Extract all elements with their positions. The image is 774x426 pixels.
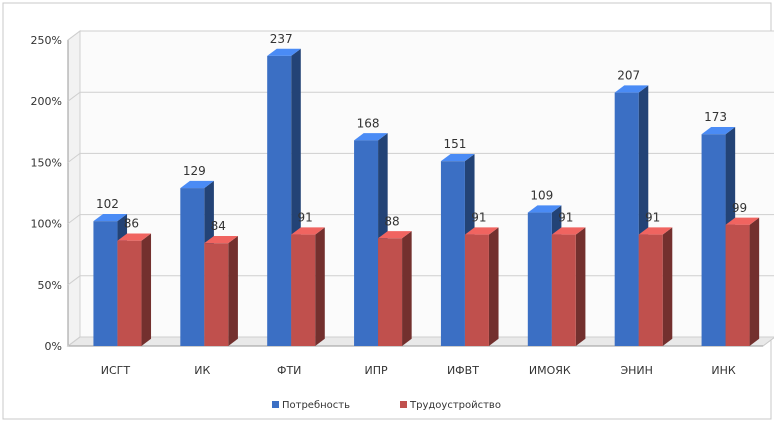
- bar-front: [204, 243, 229, 346]
- bar-top: [527, 205, 562, 213]
- bar-top: [464, 227, 499, 235]
- category-label: ИПР: [364, 364, 388, 377]
- bar-front: [354, 140, 379, 346]
- chart-frame: [2, 2, 774, 420]
- bars: [93, 48, 760, 347]
- category-label: ИНК: [711, 364, 736, 377]
- category-label: ИФВТ: [447, 364, 479, 377]
- y-tick-label: 200%: [31, 95, 62, 108]
- y-tick-label: 150%: [31, 156, 62, 169]
- data-label: 151: [443, 137, 466, 151]
- data-labels: 102 86 129 84 237 91 168 88 151 91 109 91 207 91 173 99: [96, 32, 747, 233]
- bar-top: [378, 231, 412, 239]
- bar-top: [117, 233, 152, 241]
- data-label: 88: [384, 214, 399, 228]
- data-label: 102: [96, 197, 119, 211]
- bar-front: [527, 212, 552, 346]
- bar-side: [662, 227, 673, 346]
- bar-front: [725, 224, 750, 346]
- data-label: 99: [732, 201, 747, 215]
- x-axis-categories: ИСГТ ИК ФТИ ИПР ИФВТ ИМОЯК ЭНИН ИНК: [101, 364, 736, 377]
- bar-Трудоустройство-ИМОЯК: [551, 227, 586, 346]
- y-tick-label: 100%: [31, 218, 62, 231]
- legend-swatch: [400, 401, 407, 408]
- y-tick-label: 0%: [45, 340, 62, 353]
- data-label: 129: [183, 164, 206, 178]
- bar-front: [440, 161, 465, 346]
- data-label: 173: [704, 110, 727, 124]
- bar-top: [701, 127, 736, 135]
- category-label: ФТИ: [277, 364, 301, 377]
- bar-top: [638, 227, 673, 235]
- bar-Трудоустройство-ИНК: [725, 217, 760, 346]
- bar-top: [180, 180, 214, 189]
- bar-front: [464, 234, 489, 346]
- bar-Трудоустройство-ИПР: [378, 231, 412, 346]
- category-label: ЭНИН: [620, 364, 652, 377]
- bar-front: [117, 240, 142, 346]
- legend-label: Трудоустройство: [409, 400, 501, 411]
- bar-side: [315, 227, 325, 346]
- data-label: 91: [298, 211, 313, 225]
- data-label: 91: [558, 211, 573, 225]
- bar-side: [749, 217, 760, 346]
- gridline: [67, 152, 774, 163]
- y-axis-ticks: 0% 50% 100% 150% 200% 250%: [31, 34, 62, 353]
- bar-front: [267, 55, 292, 347]
- bar-front: [378, 238, 403, 346]
- bar-Трудоустройство-ИСГТ: [117, 233, 152, 346]
- data-label: 86: [124, 217, 139, 231]
- bar-Трудоустройство-ФТИ: [291, 227, 325, 346]
- bar-top: [551, 227, 586, 235]
- bar-side: [402, 231, 412, 346]
- bar-side: [228, 235, 238, 346]
- bar-top: [291, 227, 325, 235]
- bar-front: [638, 234, 663, 346]
- gridline: [67, 91, 774, 102]
- bar-top: [614, 85, 649, 93]
- data-label: 91: [471, 211, 486, 225]
- data-label: 237: [270, 32, 293, 46]
- bar-top: [204, 235, 238, 244]
- data-label: 168: [357, 116, 380, 130]
- bar-front: [180, 188, 205, 346]
- bar-top: [267, 48, 301, 56]
- gridline: [67, 30, 774, 41]
- category-label: ИСГТ: [101, 364, 131, 377]
- bar-Трудоустройство-ИК: [204, 235, 238, 346]
- data-label: 207: [617, 69, 640, 83]
- bar-Трудоустройство-ЭНИН: [638, 227, 673, 346]
- bar-side: [488, 227, 499, 346]
- bar-top: [725, 217, 760, 225]
- bar-side: [575, 227, 586, 346]
- category-label: ИК: [194, 364, 210, 377]
- legend-swatch: [272, 401, 279, 408]
- bar-top: [354, 133, 388, 141]
- legend-label: Потребность: [282, 400, 350, 411]
- bar-Потребность-ФТИ: [267, 48, 301, 347]
- data-label: 84: [211, 219, 226, 233]
- data-label: 109: [530, 189, 553, 203]
- y-tick-label: 50%: [38, 279, 62, 292]
- bar-side: [141, 233, 152, 346]
- legend-item: Трудоустройство: [400, 400, 501, 411]
- y-tick-label: 250%: [31, 34, 62, 47]
- legend: Потребность Трудоустройство: [272, 400, 501, 411]
- bar-front: [93, 221, 118, 346]
- bar-front: [614, 92, 639, 346]
- bar-top: [93, 213, 128, 222]
- bar-Трудоустройство-ИФВТ: [464, 227, 499, 346]
- legend-item: Потребность: [272, 400, 350, 411]
- side-wall: [67, 30, 81, 347]
- bar-front: [551, 234, 576, 346]
- category-label: ИМОЯК: [529, 364, 571, 377]
- bar-front: [701, 134, 726, 346]
- bar-top: [440, 153, 475, 162]
- data-label: 91: [645, 211, 660, 225]
- bar-front: [291, 234, 316, 346]
- bar-Потребность-ЭНИН: [614, 85, 649, 346]
